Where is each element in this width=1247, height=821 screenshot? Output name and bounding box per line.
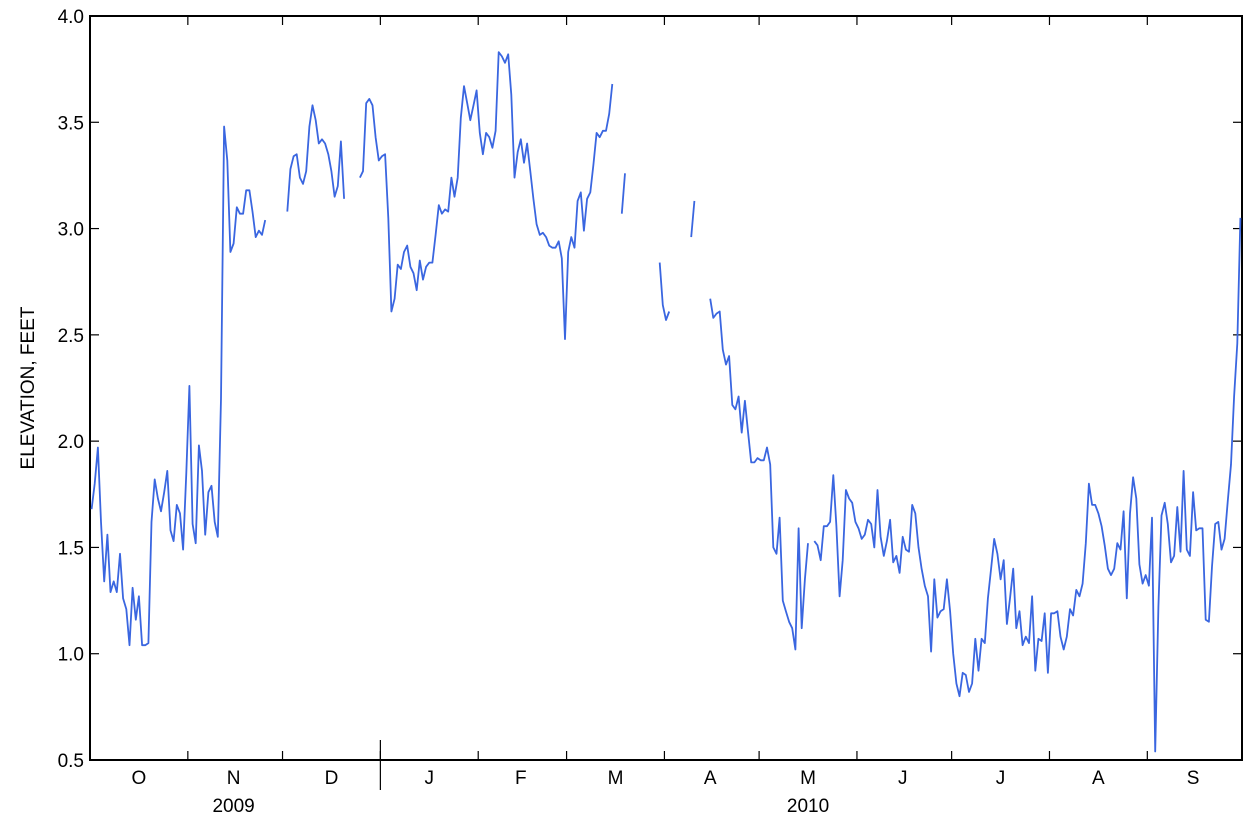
x-month-label: J — [898, 768, 908, 789]
x-month-label: J — [996, 768, 1006, 789]
series-segment — [286, 104, 345, 212]
x-month-label: A — [1092, 768, 1105, 789]
series-line — [90, 51, 1242, 753]
series-segment — [658, 262, 671, 321]
x-month-label: M — [608, 768, 624, 789]
y-tick-label: 2.5 — [58, 326, 84, 347]
x-month-label: A — [704, 768, 717, 789]
plot-frame — [89, 15, 1243, 761]
series-segment — [90, 125, 267, 647]
y-axis-label: ELEVATION, FEET — [18, 306, 39, 469]
y-tick-label: 3.0 — [58, 220, 84, 241]
x-month-label: O — [132, 768, 147, 789]
series-segment — [359, 51, 614, 341]
y-tick-label: 2.0 — [58, 432, 84, 453]
x-month-label: M — [800, 768, 816, 789]
axis-ticks: 0.5 1.0 1.5 2.0 2.5 3.0 3.5 4.0 O N D J F M A M J J A S 2009… — [58, 7, 1242, 817]
x-month-label: S — [1187, 768, 1200, 789]
y-tick-label: 4.0 — [58, 7, 84, 28]
y-tick-label: 3.5 — [58, 113, 84, 134]
series-segment — [813, 217, 1242, 753]
series-segment — [690, 200, 696, 238]
x-month-label: D — [325, 768, 339, 789]
y-tick-label: 1.5 — [58, 538, 84, 559]
x-month-label: J — [425, 768, 435, 789]
y-tick-label: 0.5 — [58, 751, 84, 772]
y-tick-label: 1.0 — [58, 645, 84, 666]
x-year-label: 2009 — [212, 796, 254, 817]
x-year-label: 2010 — [787, 796, 829, 817]
x-month-label: F — [515, 768, 527, 789]
series-segment — [620, 173, 626, 214]
series-segment — [709, 298, 809, 651]
x-month-label: N — [227, 768, 241, 789]
